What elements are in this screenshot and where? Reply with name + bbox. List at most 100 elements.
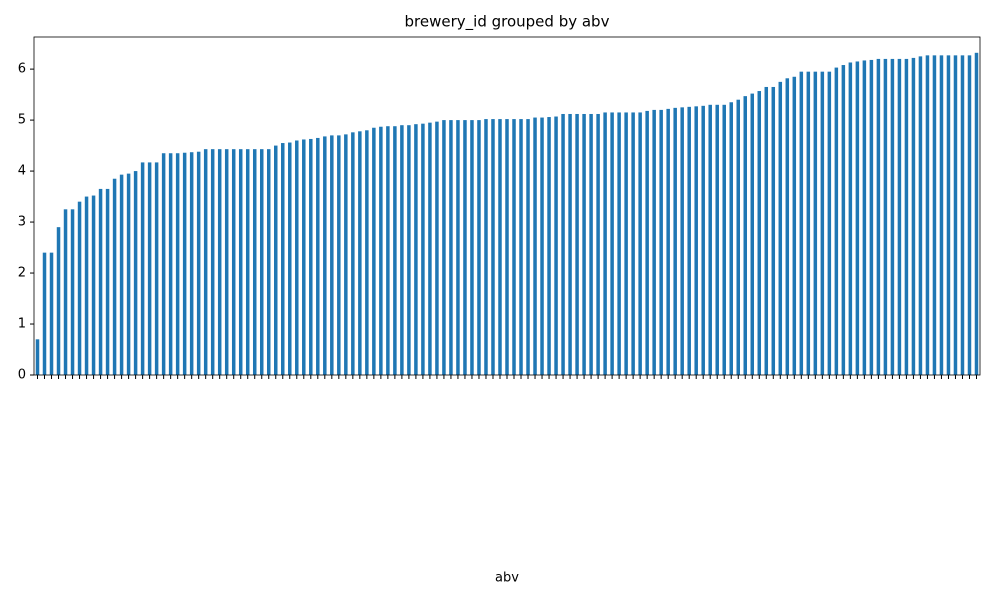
bar	[519, 119, 523, 375]
bar	[729, 102, 733, 375]
bar	[820, 71, 825, 376]
bar	[463, 120, 467, 375]
bar	[372, 127, 376, 376]
bar	[897, 58, 902, 375]
y-tick-label: 0	[18, 368, 26, 383]
bar	[126, 173, 131, 375]
bar	[295, 140, 299, 375]
bar	[967, 55, 972, 376]
bar	[596, 113, 600, 375]
bar	[449, 120, 453, 375]
bar	[140, 162, 145, 375]
bar	[168, 153, 173, 375]
bar	[91, 195, 96, 375]
bar	[358, 131, 362, 375]
bar	[351, 132, 355, 375]
y-tick-label: 3	[18, 215, 26, 230]
bar	[281, 143, 285, 375]
bar	[442, 120, 446, 375]
bar	[736, 99, 740, 376]
bar	[575, 113, 579, 375]
bar	[715, 104, 719, 375]
bar	[309, 138, 313, 375]
bar	[274, 145, 278, 375]
bar	[133, 171, 138, 375]
bar	[470, 120, 474, 375]
bar	[617, 112, 621, 375]
bar	[477, 120, 481, 375]
bar	[764, 86, 769, 375]
bar	[785, 78, 790, 375]
bar	[393, 126, 397, 375]
bar	[589, 113, 593, 375]
bar	[666, 108, 670, 375]
bar	[603, 112, 607, 375]
bar	[813, 71, 818, 376]
bar	[505, 119, 509, 375]
bar	[302, 139, 306, 375]
bar	[49, 252, 54, 375]
y-tick-label: 5	[18, 113, 26, 128]
bar	[70, 209, 75, 375]
y-tick-label: 6	[18, 62, 26, 77]
bar	[946, 55, 951, 376]
bar	[288, 142, 292, 375]
bar	[63, 209, 68, 375]
bar	[414, 124, 418, 375]
bar	[582, 113, 586, 375]
bar	[673, 107, 677, 376]
bar	[84, 196, 89, 375]
bar	[974, 52, 979, 375]
bar	[624, 112, 628, 375]
bar	[659, 109, 663, 375]
bar	[245, 149, 250, 375]
bar	[498, 119, 502, 375]
bar	[757, 91, 762, 375]
bar	[456, 120, 460, 375]
bar	[904, 58, 909, 375]
bar	[806, 71, 811, 376]
bar	[652, 109, 656, 375]
bar	[939, 55, 944, 376]
bar	[722, 104, 726, 375]
y-tick-label: 2	[18, 266, 26, 281]
bar	[743, 96, 748, 375]
bar	[386, 126, 390, 375]
bar	[35, 339, 40, 375]
bar	[189, 152, 194, 375]
bar	[400, 125, 404, 375]
bar	[554, 116, 558, 375]
bar	[827, 71, 832, 376]
bar	[105, 188, 110, 375]
bar	[252, 149, 257, 375]
bar	[778, 81, 783, 376]
bar	[547, 117, 551, 375]
bar	[56, 227, 61, 375]
bar	[484, 119, 488, 375]
bar	[533, 117, 537, 376]
bar	[925, 55, 930, 376]
bar	[932, 55, 937, 376]
bar	[210, 149, 215, 375]
bar	[175, 153, 180, 375]
bar	[834, 67, 839, 376]
y-tick-label: 4	[18, 164, 26, 179]
bar	[203, 149, 208, 375]
bar	[365, 130, 369, 375]
bar	[841, 65, 846, 375]
bar	[638, 112, 642, 375]
bar	[231, 149, 236, 375]
bar	[224, 149, 229, 375]
bar	[491, 119, 495, 375]
bar	[196, 151, 201, 375]
bar	[701, 105, 705, 375]
bar	[182, 152, 187, 375]
bar	[407, 125, 411, 375]
bar	[687, 106, 691, 375]
bar	[540, 117, 544, 376]
chart-title: brewery_id grouped by abv	[405, 13, 610, 32]
bar	[869, 59, 874, 376]
bar	[428, 122, 432, 375]
bar	[77, 201, 82, 375]
